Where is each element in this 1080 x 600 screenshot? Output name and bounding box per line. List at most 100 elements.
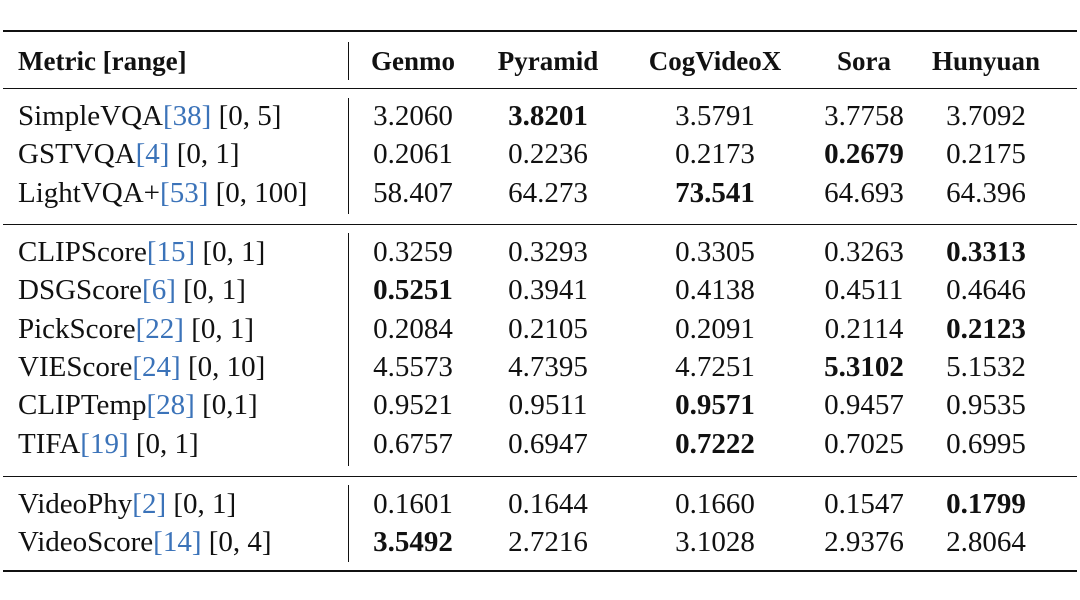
citation-link[interactable]: 4 xyxy=(145,138,160,171)
table-cell: 0.9571 xyxy=(675,389,755,422)
citation-open-bracket: [ xyxy=(146,389,157,422)
header-cogvideox: CogVideoX xyxy=(648,46,782,76)
top-rule xyxy=(3,30,1077,32)
citation-link[interactable]: 22 xyxy=(145,312,175,345)
table-cell: 2.8064 xyxy=(946,526,1026,559)
citation-link[interactable]: 2 xyxy=(141,488,157,520)
table-cell: 64.396 xyxy=(946,176,1026,209)
citation-link[interactable]: 38 xyxy=(172,100,202,132)
citation-close-bracket: ] xyxy=(198,176,209,209)
table-cell: 3.7092 xyxy=(946,100,1026,132)
table-cell: 0.3313 xyxy=(946,236,1026,268)
table-cell: 0.2091 xyxy=(675,312,755,345)
row-metric-label: GSTVQA[4] [0, 1] xyxy=(18,135,240,173)
table-cell: 2.9376 xyxy=(824,526,904,559)
citation-open-bracket: [ xyxy=(160,176,170,209)
table-cell: 0.2123 xyxy=(946,312,1026,345)
metric-name: GSTVQA xyxy=(18,138,136,171)
table-cell: 3.5492 xyxy=(373,526,453,559)
table-cell: 0.2061 xyxy=(373,138,453,171)
row-metric-label: DSGScore[6] [0, 1] xyxy=(18,271,246,309)
table-cell: 0.6947 xyxy=(508,427,588,460)
citation-close-bracket: ] xyxy=(171,350,181,383)
table-cell: 0.2105 xyxy=(508,312,588,345)
table-cell: 0.1644 xyxy=(508,488,588,520)
citation-link[interactable]: 53 xyxy=(169,176,199,209)
table-cell: 2.7216 xyxy=(508,526,588,559)
row-metric-label: CLIPTemp[28] [0,1] xyxy=(18,386,258,424)
group-1-vertical-divider xyxy=(348,98,349,214)
group-divider-1 xyxy=(3,224,1077,225)
citation-close-bracket: ] xyxy=(201,100,212,132)
metric-range: [0, 1] xyxy=(166,488,237,520)
header-sora: Sora xyxy=(837,46,891,76)
metric-range: [0, 1] xyxy=(128,427,199,460)
metric-range: [0,1] xyxy=(194,389,258,422)
citation-close-bracket: ] xyxy=(174,312,184,345)
table-cell: 64.273 xyxy=(508,176,588,209)
row-metric-label: PickScore[22] [0, 1] xyxy=(18,310,254,348)
citation-close-bracket: ] xyxy=(185,236,196,268)
citation-link[interactable]: 14 xyxy=(162,526,192,559)
table-cell: 0.3263 xyxy=(824,236,904,268)
table-cell: 3.5791 xyxy=(675,100,755,132)
metric-range: [0, 1] xyxy=(195,236,266,268)
table-cell: 0.2173 xyxy=(675,138,755,171)
table-cell: 73.541 xyxy=(675,176,755,209)
header-vertical-divider xyxy=(348,42,349,80)
citation-open-bracket: [ xyxy=(80,427,90,460)
citation-open-bracket: [ xyxy=(135,138,146,171)
table-cell: 0.1547 xyxy=(824,488,904,520)
header-rule xyxy=(3,88,1077,89)
table-cell: 0.1799 xyxy=(946,488,1026,520)
metric-range: [0, 100] xyxy=(208,176,308,209)
citation-link[interactable]: 24 xyxy=(142,350,172,383)
citation-open-bracket: [ xyxy=(163,100,173,132)
row-metric-label: VIEScore[24] [0, 10] xyxy=(18,348,265,386)
citation-close-bracket: ] xyxy=(159,138,170,171)
table-cell: 0.3293 xyxy=(508,236,588,268)
table-cell: 3.2060 xyxy=(373,100,453,132)
table-cell: 5.1532 xyxy=(946,350,1026,383)
metric-name: PickScore xyxy=(18,312,136,345)
table-cell: 0.2084 xyxy=(373,312,453,345)
table-cell: 0.9511 xyxy=(508,389,588,422)
row-metric-label: VideoScore[14] [0, 4] xyxy=(18,523,272,561)
table-cell: 58.407 xyxy=(373,176,453,209)
metric-range: [0, 1] xyxy=(175,274,246,307)
row-metric-label: TIFA[19] [0, 1] xyxy=(18,425,199,463)
table-cell: 4.5573 xyxy=(373,350,453,383)
group-divider-2 xyxy=(3,476,1077,477)
citation-close-bracket: ] xyxy=(166,274,176,307)
table-cell: 4.7251 xyxy=(675,350,755,383)
citation-open-bracket: [ xyxy=(146,236,157,268)
row-metric-label: SimpleVQA[38] [0, 5] xyxy=(18,97,281,135)
metric-name: VIEScore xyxy=(18,350,133,383)
metric-name: DSGScore xyxy=(18,274,143,307)
header-hunyuan: Hunyuan xyxy=(931,46,1041,76)
metric-range: [0, 5] xyxy=(211,100,282,132)
metric-name: SimpleVQA xyxy=(18,100,163,132)
citation-link[interactable]: 19 xyxy=(89,427,119,460)
citation-link[interactable]: 15 xyxy=(156,236,186,268)
metric-name: CLIPTemp xyxy=(18,389,147,422)
table-cell: 0.7025 xyxy=(824,427,904,460)
table-cell: 3.7758 xyxy=(824,100,904,132)
citation-open-bracket: [ xyxy=(132,488,142,520)
citation-open-bracket: [ xyxy=(132,350,143,383)
table-cell: 0.4646 xyxy=(946,274,1026,307)
citation-link[interactable]: 6 xyxy=(151,274,167,307)
metric-name: VideoScore xyxy=(18,526,154,559)
table-cell: 0.1660 xyxy=(675,488,755,520)
citation-open-bracket: [ xyxy=(135,312,146,345)
header-pyramid: Pyramid xyxy=(497,46,599,76)
citation-close-bracket: ] xyxy=(118,427,129,460)
citation-link[interactable]: 28 xyxy=(156,389,186,422)
table-cell: 0.7222 xyxy=(675,427,755,460)
table-cell: 0.2679 xyxy=(824,138,904,171)
citation-close-bracket: ] xyxy=(185,389,195,422)
citation-close-bracket: ] xyxy=(191,526,202,559)
citation-close-bracket: ] xyxy=(156,488,167,520)
metric-range: [0, 10] xyxy=(180,350,266,383)
table-cell: 0.4511 xyxy=(824,274,904,307)
